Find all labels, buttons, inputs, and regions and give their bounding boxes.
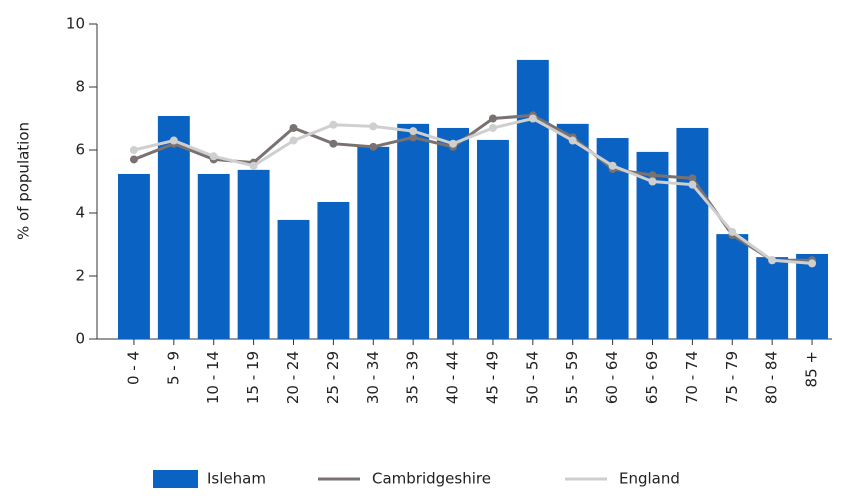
x-tick-label: 20 - 24	[284, 351, 302, 404]
bar	[437, 127, 470, 339]
line	[133, 116, 813, 265]
bar	[197, 173, 230, 339]
line-marker	[688, 180, 697, 189]
line-marker	[369, 142, 378, 151]
x-tick-label: 70 - 74	[683, 351, 701, 404]
x-tick-label: 75 - 79	[723, 351, 741, 404]
line-marker	[808, 259, 817, 268]
line-marker	[528, 114, 537, 123]
x-tick-label: 60 - 64	[603, 351, 621, 404]
bar	[357, 146, 390, 339]
line-marker	[129, 155, 138, 164]
x-tick-label: 25 - 29	[324, 351, 342, 404]
bar	[676, 127, 709, 339]
y-axis-label: % of population	[15, 122, 33, 240]
legend-label: Cambridgeshire	[372, 470, 491, 488]
line-marker	[648, 171, 657, 180]
bar	[716, 234, 749, 339]
x-tick-label: 55 - 59	[563, 351, 581, 404]
line-marker	[488, 114, 497, 123]
y-tick-label: 10	[66, 15, 85, 33]
line-marker	[209, 152, 218, 161]
x-tick-label: 80 - 84	[763, 351, 781, 404]
x-tick-label: 30 - 34	[364, 351, 382, 404]
bar	[117, 173, 150, 339]
line-marker	[648, 177, 657, 186]
line-marker	[369, 122, 378, 131]
bar	[317, 201, 350, 339]
line-marker	[568, 136, 577, 145]
line-marker	[608, 161, 617, 170]
line-marker	[169, 136, 178, 145]
bar	[476, 139, 509, 339]
y-tick-label: 2	[75, 267, 85, 285]
line-marker	[409, 133, 418, 142]
y-tick-label: 6	[75, 141, 85, 159]
line-marker	[409, 127, 418, 136]
bar	[397, 123, 430, 339]
x-tick-label: 45 - 49	[483, 351, 501, 404]
x-tick-label: 40 - 44	[444, 351, 462, 404]
y-tick-label: 4	[75, 204, 85, 222]
line-marker	[289, 123, 298, 132]
y-tick-label: 0	[75, 330, 85, 348]
line-marker	[488, 123, 497, 132]
line-marker	[768, 256, 777, 265]
bar	[157, 115, 190, 339]
x-tick-label: 65 - 69	[643, 351, 661, 404]
line-marker	[449, 139, 458, 148]
x-tick-label: 5 - 9	[164, 351, 182, 385]
bar	[277, 219, 310, 339]
line-marker	[728, 227, 737, 236]
y-tick-label: 8	[75, 78, 85, 96]
x-tick-label: 10 - 14	[204, 351, 222, 404]
legend-label: Isleham	[207, 470, 266, 488]
x-tick-label: 50 - 54	[523, 351, 541, 404]
bar	[756, 257, 789, 339]
x-tick-label: 0 - 4	[124, 351, 142, 385]
bar	[237, 169, 270, 339]
legend-label: England	[619, 470, 680, 488]
bar	[516, 59, 549, 339]
x-tick-label: 15 - 19	[244, 351, 262, 404]
line-marker	[289, 136, 298, 145]
x-tick-label: 85 +	[803, 351, 821, 387]
x-tick-label: 35 - 39	[404, 351, 422, 404]
line-marker	[688, 174, 697, 183]
line-marker	[249, 161, 258, 170]
legend-swatch	[153, 470, 198, 488]
line-marker	[329, 120, 338, 129]
line-marker	[329, 139, 338, 148]
bar	[796, 253, 829, 339]
line	[133, 113, 813, 262]
line-marker	[129, 146, 138, 154]
bar	[556, 123, 589, 339]
